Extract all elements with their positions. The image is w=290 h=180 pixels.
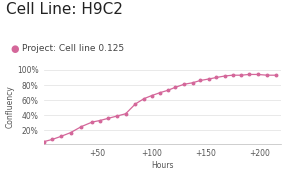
Text: Project: Cell line 0.125: Project: Cell line 0.125 [22,44,124,53]
Y-axis label: Confluency: Confluency [5,85,14,128]
Text: ●: ● [10,44,19,54]
Text: Cell Line: H9C2: Cell Line: H9C2 [6,2,123,17]
X-axis label: Hours: Hours [151,161,174,170]
